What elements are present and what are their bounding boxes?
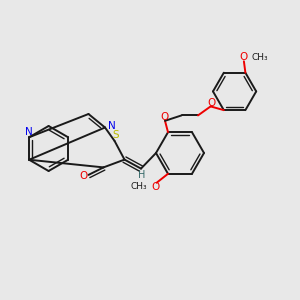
Text: N: N: [25, 127, 33, 137]
Text: CH₃: CH₃: [131, 182, 148, 191]
Text: O: O: [79, 171, 87, 181]
Text: O: O: [207, 98, 215, 107]
Text: O: O: [239, 52, 248, 62]
Text: CH₃: CH₃: [251, 53, 268, 62]
Text: H: H: [138, 170, 145, 180]
Text: N: N: [108, 121, 116, 131]
Text: O: O: [152, 182, 160, 192]
Text: S: S: [113, 130, 119, 140]
Text: O: O: [160, 112, 169, 122]
